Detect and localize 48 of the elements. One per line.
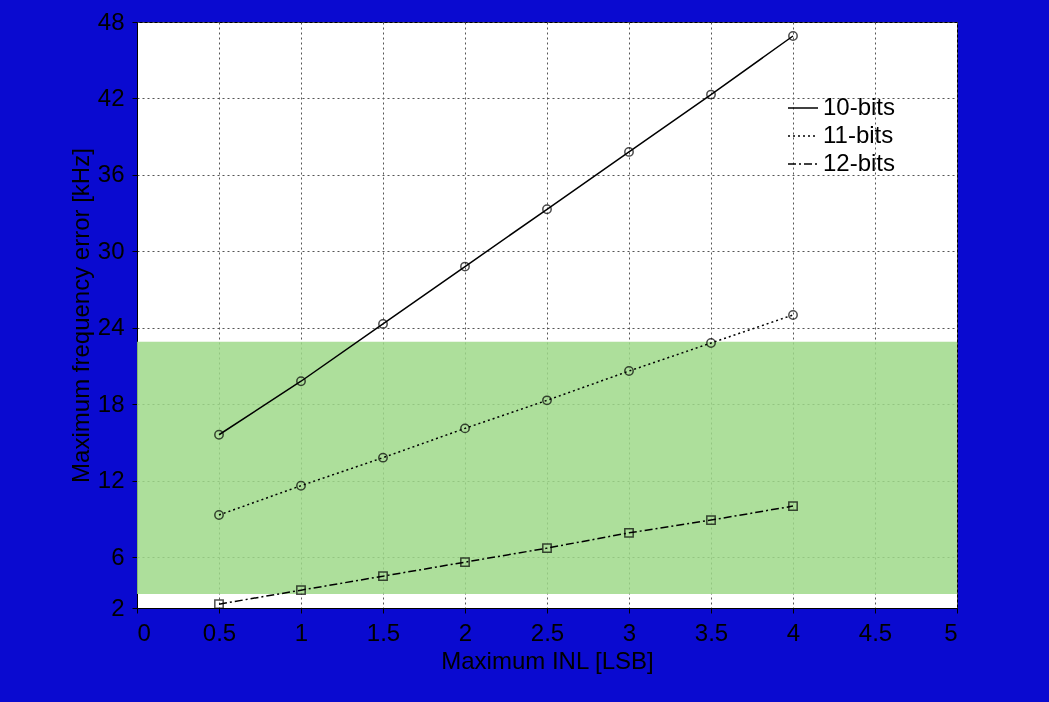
x-tick-label: 1.5 <box>366 618 401 646</box>
x-tick-label: 3.5 <box>694 618 729 646</box>
point <box>706 515 716 526</box>
x-tick-label: 0.5 <box>202 618 237 646</box>
x-tick-label: 3 <box>622 618 637 646</box>
x-axis-title: Maximum INL [LSB] <box>441 646 654 674</box>
point <box>542 395 552 406</box>
point <box>378 571 388 582</box>
point <box>378 452 388 463</box>
x-tick-label: 1 <box>294 618 309 646</box>
y-tick-label: 36 <box>97 160 125 188</box>
y-tick-label: 24 <box>97 313 125 341</box>
point <box>460 423 470 434</box>
y-tick-label: 6 <box>111 542 125 570</box>
x-tick-label: 2 <box>458 618 473 646</box>
point <box>296 585 306 596</box>
x-tick-label: 5 <box>944 618 958 646</box>
point <box>788 31 798 41</box>
y-tick-label: 18 <box>97 389 125 417</box>
point <box>214 429 224 440</box>
point <box>624 527 634 538</box>
legend-label: 11-bits <box>823 121 894 148</box>
point <box>378 318 388 329</box>
y-tick-label: 12 <box>97 466 125 494</box>
point <box>624 366 634 376</box>
x-tick-label: 4.5 <box>858 618 893 646</box>
x-tick-label: 4 <box>786 618 801 646</box>
x-tick-label: 0 <box>137 618 151 646</box>
point <box>296 376 306 387</box>
y-tick-label: 42 <box>97 83 125 111</box>
y-tick-label: 2 <box>111 593 125 621</box>
y-axis-title: Maximum frequency error [kHz] <box>66 148 94 483</box>
point <box>296 480 306 491</box>
point <box>788 501 798 512</box>
point <box>706 89 716 100</box>
point <box>788 310 798 320</box>
legend-label: 10-bits <box>823 93 896 120</box>
point <box>542 204 552 215</box>
point <box>460 261 470 272</box>
point <box>624 147 634 157</box>
point <box>460 557 470 568</box>
point <box>706 338 716 348</box>
y-tick-label: 48 <box>97 7 125 35</box>
x-tick-label: 2.5 <box>530 618 565 646</box>
point <box>542 543 552 554</box>
legend-label: 12-bits <box>823 149 896 176</box>
point <box>214 510 224 520</box>
y-tick-label: 30 <box>97 236 125 264</box>
